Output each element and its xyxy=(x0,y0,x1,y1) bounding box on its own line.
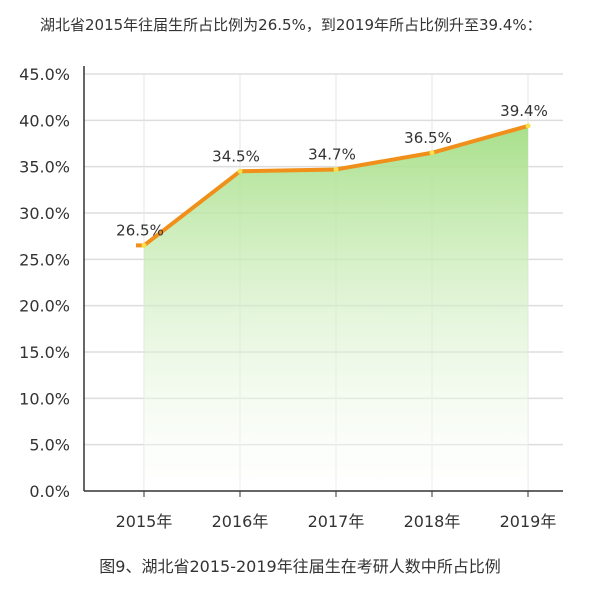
y-tick-label: 0.0% xyxy=(29,482,70,501)
data-label: 26.5% xyxy=(116,221,164,239)
y-tick-label: 30.0% xyxy=(19,204,70,223)
x-tick-label: 2016年 xyxy=(212,512,269,531)
x-tick-label: 2017年 xyxy=(308,512,365,531)
area-fill xyxy=(144,125,528,491)
y-tick-label: 35.0% xyxy=(19,158,70,177)
data-point xyxy=(429,150,435,156)
y-tick-label: 20.0% xyxy=(19,297,70,316)
data-label: 39.4% xyxy=(500,102,548,120)
chart-caption: 图9、湖北省2015-2019年往届生在考研人数中所占比例 xyxy=(99,557,501,576)
y-tick-label: 15.0% xyxy=(19,343,70,362)
y-tick-label: 25.0% xyxy=(19,250,70,269)
data-label: 34.7% xyxy=(308,145,356,163)
y-tick-label: 40.0% xyxy=(19,111,70,130)
data-point xyxy=(141,242,147,248)
y-tick-label: 10.0% xyxy=(19,389,70,408)
data-label: 36.5% xyxy=(404,129,452,147)
x-tick-label: 2018年 xyxy=(404,512,461,531)
data-point xyxy=(525,123,531,129)
y-tick-label: 5.0% xyxy=(29,436,70,455)
intro-text: 湖北省2015年往届生所占比例为26.5%，到2019年所占比例升至39.4%： xyxy=(40,16,542,34)
data-point xyxy=(237,168,243,174)
x-tick-label: 2015年 xyxy=(116,512,173,531)
y-tick-label: 45.0% xyxy=(19,65,70,84)
data-label: 34.5% xyxy=(212,147,260,165)
x-tick-label: 2019年 xyxy=(500,512,557,531)
data-point xyxy=(333,166,339,172)
